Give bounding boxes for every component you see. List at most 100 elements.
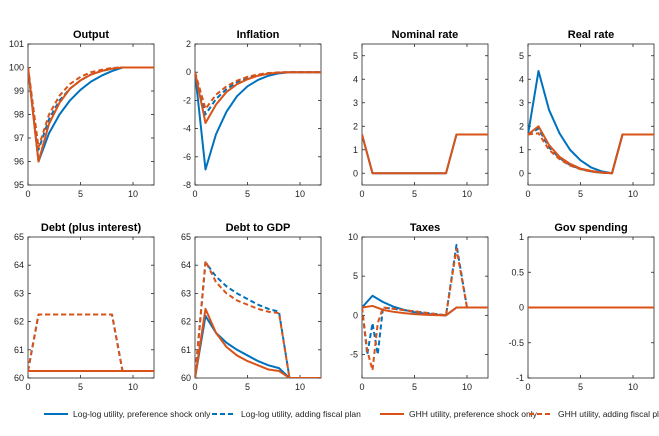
x-tick-label: 10 [128, 382, 138, 392]
x-tick-label: 5 [578, 189, 583, 199]
y-tick-label: 62 [14, 317, 24, 327]
axes-frame [28, 237, 154, 378]
y-tick-label: 2 [186, 39, 191, 49]
x-tick-label: 5 [578, 382, 583, 392]
y-tick-label: 99 [14, 86, 24, 96]
x-tick-label: 5 [245, 382, 250, 392]
y-tick-label: -0.5 [508, 338, 524, 348]
panel-title: Gov spending [554, 222, 627, 234]
panel-title: Debt to GDP [226, 222, 291, 234]
y-tick-label: -6 [183, 152, 191, 162]
panel-output: 0 5 10 95 96 97 98 99 100 101 Output [9, 29, 154, 199]
x-tick-label: 5 [78, 382, 83, 392]
y-tick-label: -2 [183, 95, 191, 105]
panel-inflation: 0 5 10 -8 -6 -4 -2 0 2 Inflation [183, 29, 321, 199]
legend-label: GHH utility, adding fiscal plan [558, 409, 659, 419]
panel-title: Debt (plus interest) [41, 222, 142, 234]
x-tick-label: 0 [525, 189, 530, 199]
y-tick-label: 0 [353, 310, 358, 320]
x-tick-label: 10 [462, 382, 472, 392]
panel-title: Inflation [237, 29, 280, 41]
panel-debt-to-gdp: 0 5 10 60 61 62 63 64 65 Debt to GDP [181, 222, 321, 392]
x-tick-label: 10 [128, 189, 138, 199]
y-tick-label: 64 [181, 260, 191, 270]
legend-item-log-log-utility-adding-fiscal-plan: Log-log utility, adding fiscal plan [212, 409, 361, 419]
y-tick-label: 1 [353, 145, 358, 155]
y-tick-label: 60 [181, 373, 191, 383]
y-tick-label: 63 [181, 288, 191, 298]
x-tick-label: 0 [192, 189, 197, 199]
y-tick-label: 101 [9, 39, 24, 49]
y-tick-label: 3 [519, 98, 524, 108]
panel-title: Output [73, 29, 109, 41]
x-tick-label: 10 [462, 189, 472, 199]
x-tick-label: 10 [295, 382, 305, 392]
axes-frame [528, 44, 654, 185]
panel-taxes: 0 5 10 -5 0 5 10 Taxes [348, 222, 488, 392]
x-tick-label: 5 [412, 189, 417, 199]
legend-item-ghh-utility-preference-shock-only: GHH utility, preference shock only [380, 409, 538, 419]
legend-label: GHH utility, preference shock only [409, 409, 538, 419]
y-tick-label: 4 [519, 74, 524, 84]
panel-real-rate: 0 5 10 0 1 2 3 4 5 Real rate [519, 29, 654, 199]
panel-title: Taxes [410, 222, 440, 234]
x-tick-label: 10 [628, 189, 638, 199]
axes-frame [195, 44, 321, 185]
y-tick-label: 0.5 [511, 267, 524, 277]
x-tick-label: 0 [525, 382, 530, 392]
y-tick-label: -5 [350, 350, 358, 360]
panel-debt-plus-interest: 0 5 10 60 61 62 63 64 65 Debt (plus interest) [14, 222, 154, 392]
figure: 0 5 109596979899100101Output0 5 10-8-6-4-202… [0, 0, 659, 436]
x-tick-label: 10 [628, 382, 638, 392]
x-tick-label: 0 [25, 189, 30, 199]
x-tick-label: 0 [192, 382, 197, 392]
x-tick-label: 10 [295, 189, 305, 199]
legend-label: Log-log utility, preference shock only [73, 409, 211, 419]
y-tick-label: 5 [353, 51, 358, 61]
x-tick-label: 0 [359, 189, 364, 199]
y-tick-label: 1 [519, 145, 524, 155]
y-tick-label: -8 [183, 180, 191, 190]
axes-frame [195, 237, 321, 378]
y-tick-label: 65 [14, 232, 24, 242]
x-tick-label: 5 [245, 189, 250, 199]
y-tick-label: 10 [348, 232, 358, 242]
y-tick-label: -1 [516, 373, 524, 383]
legend-item-ghh-utility-adding-fiscal-plan: GHH utility, adding fiscal plan [529, 409, 659, 419]
y-tick-label: 5 [519, 51, 524, 61]
y-tick-label: 96 [14, 157, 24, 167]
y-tick-label: 100 [9, 63, 24, 73]
y-tick-label: 4 [353, 74, 358, 84]
y-tick-label: 3 [353, 98, 358, 108]
y-tick-label: 5 [353, 271, 358, 281]
y-tick-label: 0 [519, 168, 524, 178]
y-tick-label: 64 [14, 260, 24, 270]
y-tick-label: 97 [14, 133, 24, 143]
axes-frame [362, 44, 488, 185]
y-tick-label: 62 [181, 317, 191, 327]
x-tick-label: 5 [78, 189, 83, 199]
panel-title: Nominal rate [392, 29, 459, 41]
y-tick-label: 0 [519, 303, 524, 313]
y-tick-label: 0 [353, 168, 358, 178]
panel-title: Real rate [568, 29, 614, 41]
legend-label: Log-log utility, adding fiscal plan [241, 409, 361, 419]
x-tick-label: 0 [359, 382, 364, 392]
x-tick-label: 0 [25, 382, 30, 392]
y-tick-label: 95 [14, 180, 24, 190]
panel-gov-spending: 0 5 10 -1 -0.5 0 0.5 1 Gov spending [508, 222, 654, 392]
y-tick-label: 63 [14, 288, 24, 298]
y-tick-label: 98 [14, 110, 24, 120]
y-tick-label: 60 [14, 373, 24, 383]
y-tick-label: 61 [181, 345, 191, 355]
y-tick-label: 1 [519, 232, 524, 242]
panel-nominal-rate: 0 5 10 0 1 2 3 4 5 Nominal rate [353, 29, 488, 199]
legend: Log-log utility, preference shock only Lo… [44, 409, 659, 419]
y-tick-label: -4 [183, 124, 191, 134]
legend-item-log-log-utility-preference-shock-only: Log-log utility, preference shock only [44, 409, 211, 419]
y-tick-label: 2 [353, 121, 358, 131]
y-tick-label: 65 [181, 232, 191, 242]
axes-frame [28, 44, 154, 185]
y-tick-label: 2 [519, 121, 524, 131]
